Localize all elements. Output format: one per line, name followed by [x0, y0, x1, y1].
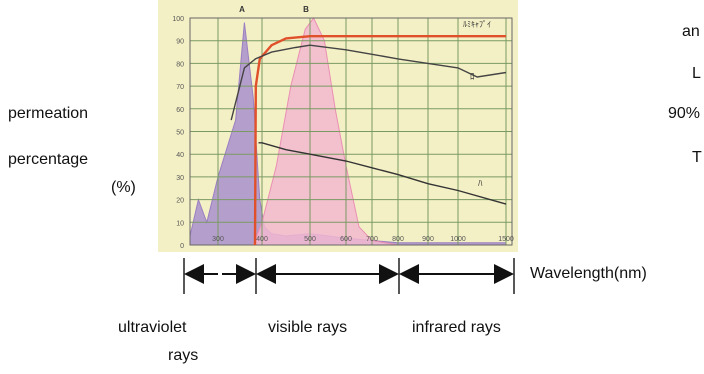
- band-label-ultraviolet: ultraviolet: [118, 319, 187, 336]
- y-tick-label-0: 0: [180, 243, 184, 250]
- x-tick-label-2: 500: [304, 236, 316, 243]
- y-tick-label-4: 40: [176, 152, 184, 159]
- band-label-visible: visible rays: [268, 319, 348, 336]
- y-tick-label-1: 10: [176, 220, 184, 227]
- y-tick-label-7: 70: [176, 84, 184, 91]
- y-tick-label-6: 60: [176, 107, 184, 114]
- x-tick-label-4: 700: [366, 236, 378, 243]
- right-fragment-3: 90%: [668, 105, 701, 122]
- x-tick-label-8: 1500: [498, 236, 514, 243]
- series-label-4: ﾊ: [478, 178, 483, 188]
- series-label-2: ﾙﾐｷｬﾌﾟｲ: [463, 20, 491, 29]
- x-tick-label-5: 800: [392, 236, 404, 243]
- y-tick-label-8: 80: [176, 61, 184, 68]
- right-fragment-4: T: [692, 149, 702, 166]
- top-marker-1: B: [303, 5, 309, 14]
- x-tick-label-6: 900: [422, 236, 434, 243]
- series-line-3: [230, 44, 507, 121]
- y-tick-label-2: 20: [176, 198, 184, 205]
- top-marker-0: A: [239, 5, 245, 14]
- y-axis-label-line1: permeation: [8, 105, 89, 122]
- right-fragment-2: L: [692, 65, 701, 82]
- series-line-4: [258, 142, 507, 205]
- band-label-ultraviolet-rays: rays: [168, 347, 199, 364]
- y-axis-label-line2: percentage: [8, 151, 89, 168]
- y-tick-label-5: 50: [176, 130, 184, 137]
- series-line-2: [253, 35, 506, 246]
- x-tick-label-7: 1000: [450, 236, 466, 243]
- y-tick-label-10: 100: [172, 16, 184, 23]
- x-axis-label: Wavelength(nm): [530, 265, 647, 282]
- y-tick-label-9: 90: [176, 39, 184, 46]
- y-tick-label-3: 30: [176, 175, 184, 182]
- y-axis-label-unit: (%): [111, 179, 136, 196]
- series-label-3: ﾛ: [470, 71, 475, 81]
- x-tick-label-0: 300: [212, 236, 224, 243]
- band-label-infrared: infrared rays: [412, 319, 501, 336]
- plot-frame: [189, 17, 513, 246]
- x-tick-label-3: 600: [340, 236, 352, 243]
- right-fragment-1: an: [682, 23, 700, 40]
- x-tick-label-1: 400: [256, 236, 268, 243]
